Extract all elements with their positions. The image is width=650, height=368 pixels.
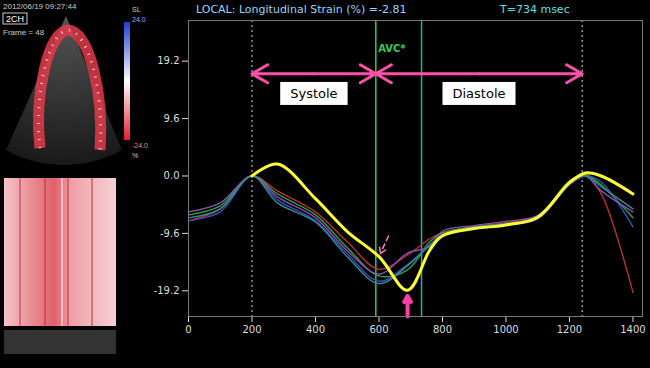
svg-text:Diastole: Diastole [452,86,505,101]
svg-text:400: 400 [306,324,325,335]
svg-text:1400: 1400 [620,324,645,335]
svg-text:-19.2: -19.2 [154,285,180,296]
svg-text:Frame = 48: Frame = 48 [3,28,45,37]
html-text:T=734 msec: T=734 msec [500,3,570,16]
svg-text:200: 200 [242,324,261,335]
svg-text:24.0: 24.0 [132,16,146,23]
svg-text:2012/06/19 09:27:44: 2012/06/19 09:27:44 [3,2,77,11]
svg-text:19.2: 19.2 [157,55,179,66]
svg-text:-9.6: -9.6 [160,228,180,239]
svg-text:AVC*: AVC* [378,43,406,54]
svg-text:%: % [132,152,138,159]
svg-text:9.6: 9.6 [164,113,180,124]
svg-text:SL: SL [132,6,141,13]
svg-text:2CH: 2CH [6,14,24,24]
svg-text:-24.0: -24.0 [132,142,148,149]
svg-text:1200: 1200 [557,324,582,335]
svg-text:600: 600 [369,324,388,335]
svg-text:Systole: Systole [290,86,337,101]
svg-text:0.0: 0.0 [164,170,180,181]
svg-text:800: 800 [433,324,452,335]
svg-text:1000: 1000 [493,324,518,335]
html-text:LOCAL: Longitudinal Strain (%): LOCAL: Longitudinal Strain (%) =-2.81 [196,3,407,16]
svg-text:0: 0 [185,324,191,335]
